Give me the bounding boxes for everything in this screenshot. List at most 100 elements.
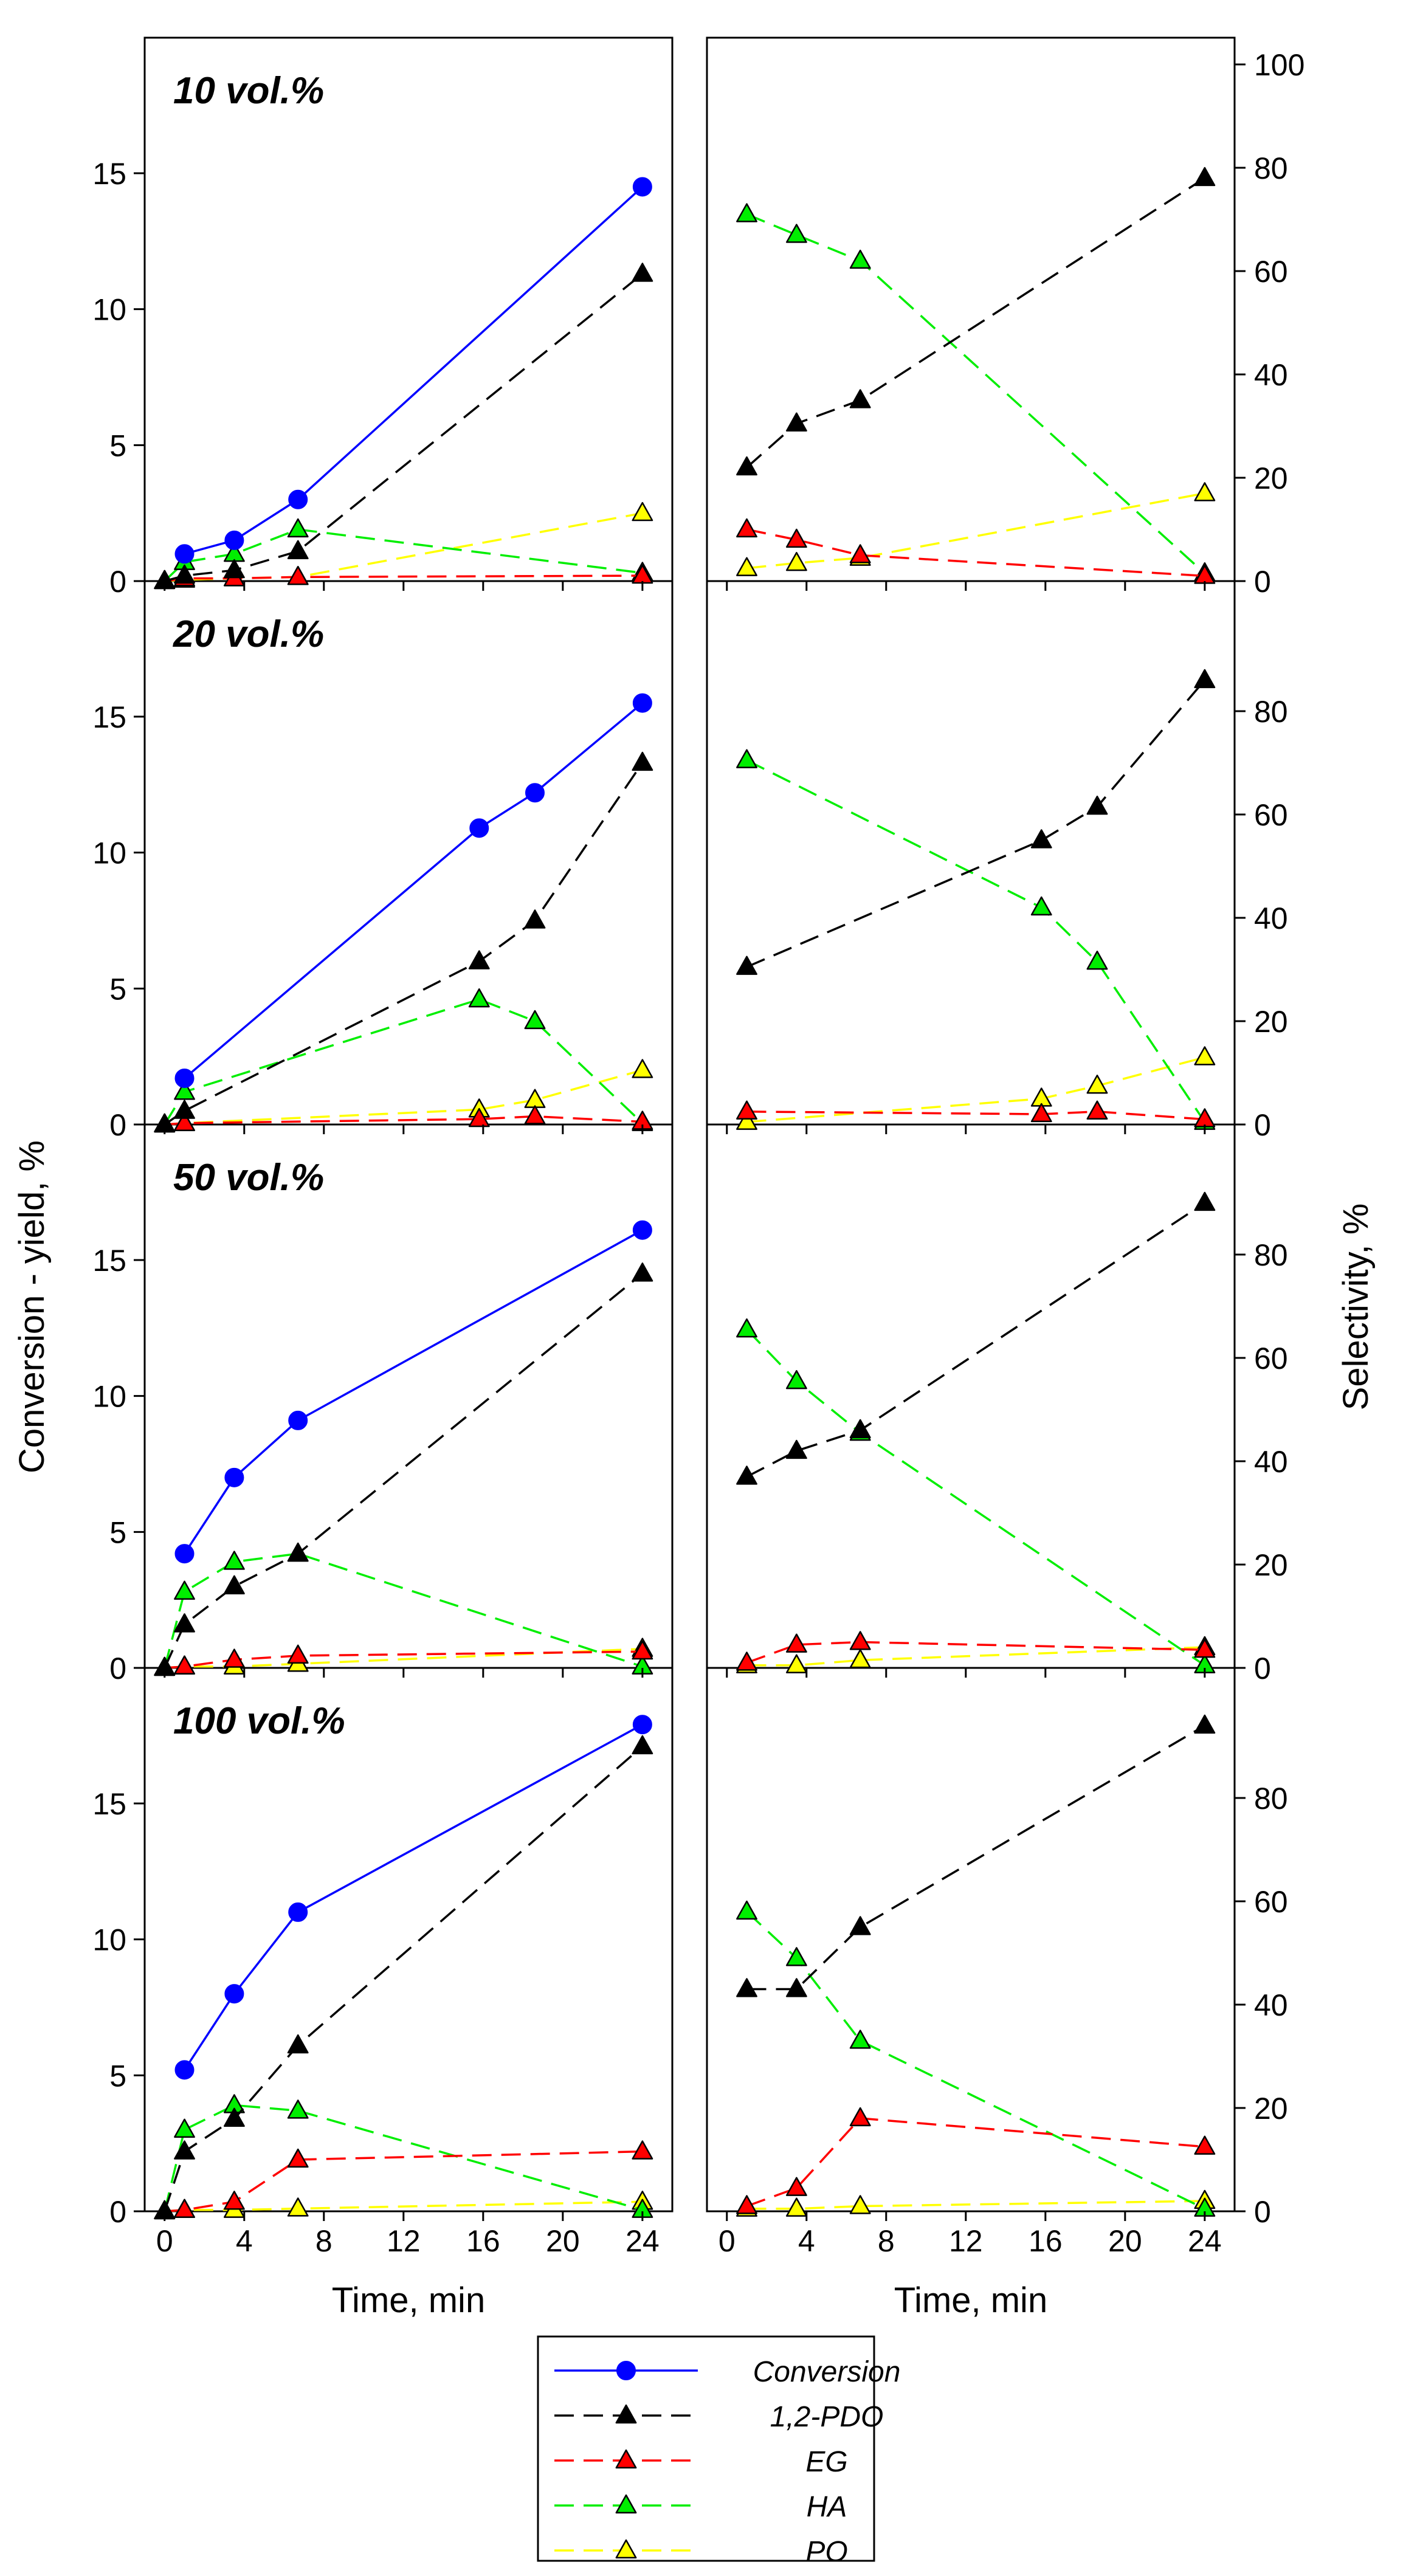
panel-frames	[143, 36, 1236, 2213]
point-sel-po	[1194, 482, 1216, 501]
point-sel-po	[785, 1654, 807, 1673]
point-pdo	[287, 2034, 309, 2054]
point-sel-eg	[785, 528, 807, 548]
point-sel-pdo	[1194, 669, 1216, 689]
x-tick-label: 24	[1188, 2224, 1222, 2258]
panel-right-frame	[706, 36, 1236, 582]
point-pdo	[223, 559, 245, 579]
y-left-tick-label: 5	[109, 429, 126, 463]
point-ha	[287, 518, 309, 538]
point-conv	[632, 693, 652, 713]
point-eg	[174, 1112, 195, 1131]
x-tick-label: 12	[949, 2224, 983, 2258]
point-sel-pdo	[785, 1439, 807, 1459]
x-tick-label: 0	[156, 2224, 173, 2258]
x-tick-label: 16	[466, 2224, 500, 2258]
x-tick-label: 4	[798, 2224, 815, 2258]
legend-marker-ha	[615, 2494, 637, 2514]
point-sel-pdo	[736, 456, 757, 476]
point-po	[632, 1059, 653, 1078]
point-ha	[174, 1580, 195, 1600]
point-sel-pdo	[785, 412, 807, 432]
legend-label-po: PO	[805, 2536, 847, 2568]
point-pdo	[174, 2140, 195, 2160]
series-line-sel-po	[746, 2200, 1205, 2210]
point-conv	[174, 544, 195, 564]
x-tick-label: 20	[1108, 2224, 1142, 2258]
point-eg	[174, 2199, 195, 2218]
series-layer	[154, 167, 1216, 2220]
y-left-tick-label: 0	[109, 1108, 126, 1142]
point-sel-po	[1086, 1075, 1108, 1094]
point-pdo	[287, 540, 309, 559]
point-pdo	[174, 1613, 195, 1633]
y-right-tick-label: 0	[1254, 2195, 1271, 2229]
point-eg	[174, 1655, 195, 1675]
point-sel-ha	[785, 1370, 807, 1390]
y-right-tick-label: 40	[1254, 901, 1288, 935]
y-left-tick-label: 15	[92, 700, 126, 734]
panel-label: 20 vol.%	[173, 613, 324, 655]
y-left-tick-label: 15	[92, 1244, 126, 1278]
point-sel-pdo	[736, 1978, 757, 1997]
series-line-sel-eg	[746, 1641, 1205, 1664]
x-tick-label: 8	[878, 2224, 895, 2258]
point-pdo	[632, 1262, 653, 1282]
series-line-sel-eg	[746, 2117, 1205, 2208]
legend-marker-conv	[616, 2361, 636, 2380]
point-conv	[632, 177, 652, 197]
y-right-tick-label: 0	[1254, 565, 1271, 599]
y-right-tick-label: 40	[1254, 358, 1288, 392]
point-ha	[174, 1081, 195, 1100]
y-right-tick-label: 80	[1254, 151, 1288, 185]
x-axis-label-right: Time, min	[894, 2281, 1047, 2320]
point-sel-ha	[736, 1318, 757, 1338]
point-pdo	[174, 564, 195, 584]
point-eg	[223, 1648, 245, 1668]
point-sel-po	[849, 2195, 871, 2214]
point-pdo	[524, 909, 546, 929]
point-eg	[524, 1105, 546, 1124]
y-axis-right-label: Selectivity, %	[1336, 1204, 1376, 1411]
y-right-tick-label: 20	[1254, 1548, 1288, 1582]
point-sel-eg	[736, 518, 757, 538]
point-conv	[224, 1467, 244, 1487]
series-line-sel-po	[746, 1646, 1205, 1667]
legend-label-pdo: 1,2-PDO	[770, 2401, 884, 2433]
series-line-conv	[184, 1229, 643, 1555]
series-line-sel-ha	[746, 1329, 1205, 1667]
point-sel-ha	[736, 749, 757, 768]
point-ha	[174, 2118, 195, 2138]
point-eg	[223, 2191, 245, 2210]
series-line-conv	[184, 702, 644, 1080]
panel-label: 100 vol.%	[173, 1700, 345, 1742]
series-line-sel-ha	[746, 759, 1206, 1123]
point-conv	[224, 530, 244, 550]
point-sel-ha	[736, 203, 757, 222]
y-left-tick-label: 5	[109, 1515, 126, 1549]
y-left-tick-label: 10	[92, 1380, 126, 1414]
y-right-tick-label: 20	[1254, 1005, 1288, 1039]
point-conv	[288, 1410, 308, 1430]
legend-marker-pdo	[615, 2404, 637, 2424]
x-tick-label: 12	[387, 2224, 421, 2258]
x-tick-label: 4	[236, 2224, 253, 2258]
y-right-tick-label: 20	[1254, 2092, 1288, 2126]
y-left-tick-label: 0	[109, 2195, 126, 2229]
point-sel-ha	[1030, 896, 1052, 916]
point-sel-ha	[785, 224, 807, 243]
legend-label-conv: Conversion	[753, 2356, 901, 2388]
series-line-sel-eg	[746, 528, 1205, 577]
point-sel-pdo	[1194, 167, 1216, 187]
series-line-conv	[184, 186, 644, 555]
panel-label: 10 vol.%	[173, 70, 324, 112]
panel-left-frame	[143, 1123, 674, 1669]
point-eg	[287, 1644, 309, 1664]
point-sel-eg	[736, 1100, 757, 1120]
legend-label-eg: EG	[805, 2446, 847, 2478]
series-line-conv	[184, 1723, 643, 2071]
y-left-tick-label: 5	[109, 972, 126, 1006]
point-conv	[525, 783, 545, 803]
